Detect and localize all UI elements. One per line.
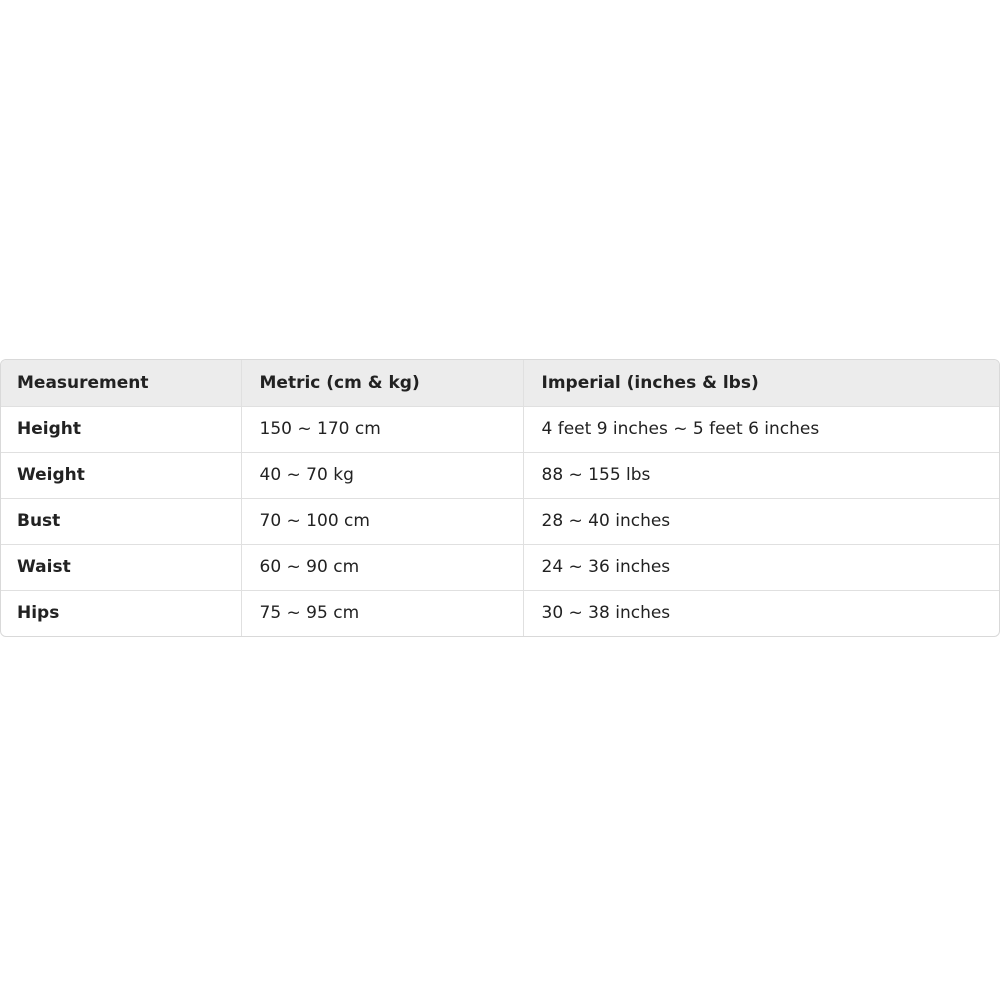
table-cell: 30 ~ 38 inches [541, 603, 671, 624]
header-cell: Imperial (inches & lbs) [523, 360, 999, 407]
table-cell: Waist [1, 544, 242, 591]
header-cell: Measurement [1, 360, 242, 407]
table-container: Measurement Metric (cm & kg) Imperial (inc… [0, 359, 1000, 637]
table-row: Hips 75 ~ 95 cm 30 ~ 38 inches [1, 590, 999, 636]
table-row: Bust 70 ~ 100 cm 28 ~ 40 inches [1, 498, 999, 545]
table-cell: Weight [1, 452, 242, 499]
table-row: Height 150 ~ 170 cm 4 feet 9 inches ~ 5 fe… [1, 406, 999, 453]
header-row: Measurement Metric (cm & kg) Imperial (inc… [1, 360, 999, 407]
table-cell: 28 ~ 40 inches [523, 498, 999, 545]
table-cell: 60 ~ 90 cm [241, 544, 524, 591]
table-cell: 24 ~ 36 inches [523, 544, 999, 591]
table-cell: 88 ~ 155 lbs [523, 452, 999, 499]
table-cell: 4 feet 9 inches ~ 5 feet 6 inches [523, 406, 999, 453]
table-cell: 40 ~ 70 kg [241, 452, 524, 499]
table-cell: Bust [1, 498, 242, 545]
table-cell: 75 ~ 95 cm [241, 590, 524, 636]
table-cell: Height [1, 406, 242, 453]
table-cell: Hips [1, 590, 242, 636]
table-cell: 70 ~ 100 cm [241, 498, 524, 545]
table-cell: 150 ~ 170 cm [241, 406, 524, 453]
header-cell: Metric (cm & kg) [241, 360, 524, 407]
table-body: Height 150 ~ 170 cm 4 feet 9 inches ~ 5 fe… [1, 406, 999, 636]
table-row: Weight 40 ~ 70 kg 88 ~ 155 lbs [1, 452, 999, 499]
table: Measurement Metric (cm & kg) Imperial (inc… [1, 360, 999, 636]
table-row: Waist 60 ~ 90 cm 24 ~ 36 inches [1, 544, 999, 591]
